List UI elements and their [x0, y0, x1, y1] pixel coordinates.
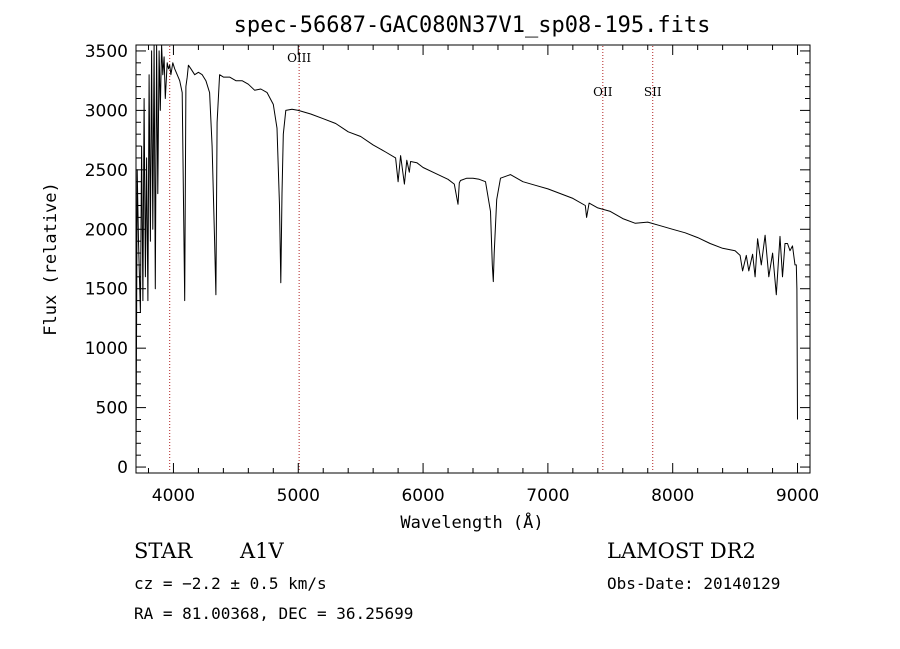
y-tick-label: 3000: [85, 101, 128, 121]
x-tick-label: 6000: [401, 486, 444, 506]
spectrum-series: [135, 44, 798, 468]
emission-line-markers: OIII OII SII: [169, 46, 662, 472]
coordinates-info: RA = 81.00368, DEC = 36.25699: [134, 604, 414, 623]
chart-title: spec-56687-GAC080N37V1_sp08-195.fits: [234, 13, 711, 38]
y-tick-label: 2000: [85, 220, 128, 240]
x-tick-label: 4000: [152, 486, 195, 506]
y-axis: 0 500 1000 1500 2000 2500 3000 3500: [85, 42, 810, 478]
x-tick-label: 7000: [526, 486, 569, 506]
object-class: STAR: [134, 539, 193, 563]
x-tick-label: 9000: [776, 486, 819, 506]
object-subclass: A1V: [240, 539, 284, 563]
plot-frame: [135, 44, 811, 474]
y-axis-label: Flux (relative): [41, 182, 61, 336]
survey-name: LAMOST DR2: [607, 539, 756, 563]
emission-marker-label: OIII: [287, 51, 311, 65]
y-tick-label: 1000: [85, 339, 128, 359]
emission-marker-label: OII: [593, 85, 613, 99]
x-tick-label: 5000: [277, 486, 320, 506]
y-tick-label: 3500: [85, 42, 128, 62]
y-tick-label: 2500: [85, 161, 128, 181]
emission-marker-label: SII: [644, 85, 662, 99]
y-tick-label: 1500: [85, 280, 128, 300]
x-tick-label: 8000: [651, 486, 694, 506]
y-tick-label: 0: [117, 458, 128, 478]
y-tick-label: 500: [96, 399, 128, 419]
redshift-info: cz = −2.2 ± 0.5 km/s: [134, 574, 327, 593]
spectrum-line: [135, 44, 798, 468]
obs-date: Obs-Date: 20140129: [607, 574, 781, 593]
x-axis-label: Wavelength (Å): [400, 511, 543, 533]
x-axis: 4000 5000 6000 7000 8000 9000: [147, 45, 819, 506]
